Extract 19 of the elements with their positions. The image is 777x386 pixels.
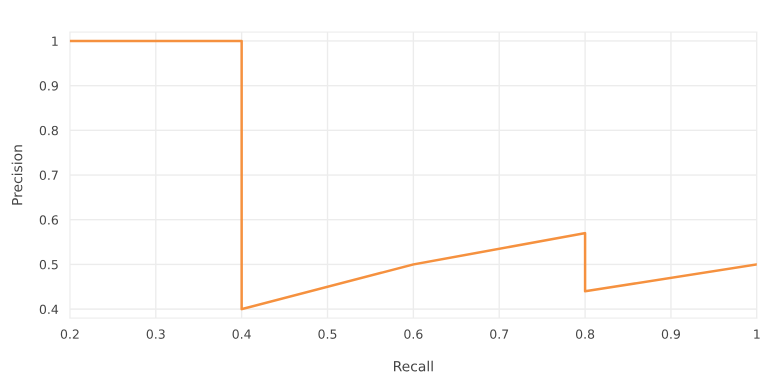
x-tick-label: 0.2 [60, 329, 79, 339]
x-tick-label: 0.8 [576, 329, 594, 339]
x-tick-label: 0.5 [318, 329, 336, 339]
y-tick-label: 0.8 [40, 126, 58, 136]
y-tick-label: 0.6 [40, 215, 58, 225]
y-tick-label: 0.5 [40, 260, 58, 270]
x-tick-label: 0.3 [146, 329, 165, 339]
x-tick-label: 0.6 [404, 329, 423, 339]
x-tick-label: 0.9 [662, 329, 680, 339]
y-tick-label: 0.9 [40, 81, 58, 91]
y-axis-title: Precision [12, 145, 22, 205]
x-tick-label: 0.4 [232, 329, 251, 339]
x-tick-label: 1 [754, 330, 760, 339]
y-tick-label: 0.7 [40, 170, 58, 180]
y-tick-label: 0.4 [40, 304, 58, 314]
x-tick-label: 0.7 [490, 329, 508, 339]
x-axis-title: Recall [394, 360, 433, 372]
line-series [70, 40, 757, 310]
y-tick-label: 1 [52, 36, 58, 46]
